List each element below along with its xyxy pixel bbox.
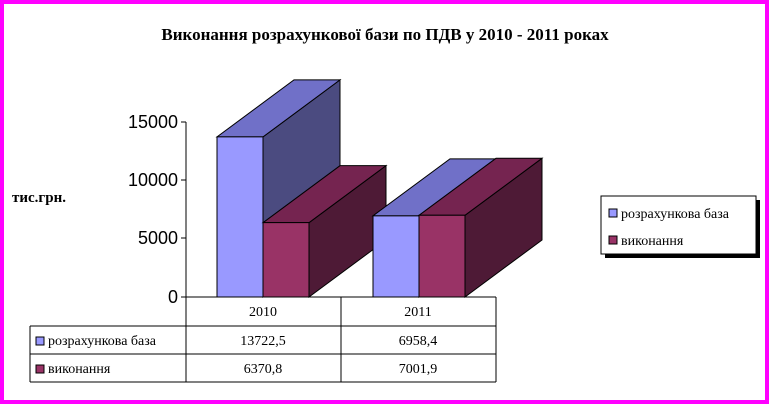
legend-swatch [608,208,618,218]
bar-2011-vykonannia [418,214,466,298]
table-header-2010: 2010 [249,305,277,320]
legend-swatch [608,235,618,245]
table-cell: 13722,5 [240,334,286,349]
legend-label: розрахункова база [621,207,730,222]
data-table [29,296,497,383]
y-tick-label: 0 [168,287,178,307]
y-tick-label: 10000 [128,170,178,190]
bar-2010-rozrakhunkova-baza [216,136,264,298]
bar-2011-rozrakhunkova-baza [372,215,420,298]
chart-title: Виконання розрахункової бази по ПДВ у 20… [161,25,609,44]
y-ticks [181,121,186,298]
table-header-2011: 2011 [404,305,431,320]
table-row-label: виконання [48,362,111,377]
legend-key-rozrakhunkova [35,336,45,346]
table-cell: 7001,9 [399,362,438,377]
legend: розрахункова база виконання [600,195,760,258]
y-tick-label: 5000 [138,228,178,248]
bars-group [215,78,544,298]
y-axis-label: тис.грн. [12,190,66,206]
y-tick-label: 15000 [128,112,178,132]
legend-key-vykonannia [35,364,45,374]
table-cell: 6370,8 [244,362,283,377]
bar-2010-vykonannia [262,222,310,298]
legend-label: виконання [621,234,684,249]
legend-box [600,195,757,255]
table-row-label: розрахункова база [48,334,157,349]
table-cell: 6958,4 [399,334,438,349]
